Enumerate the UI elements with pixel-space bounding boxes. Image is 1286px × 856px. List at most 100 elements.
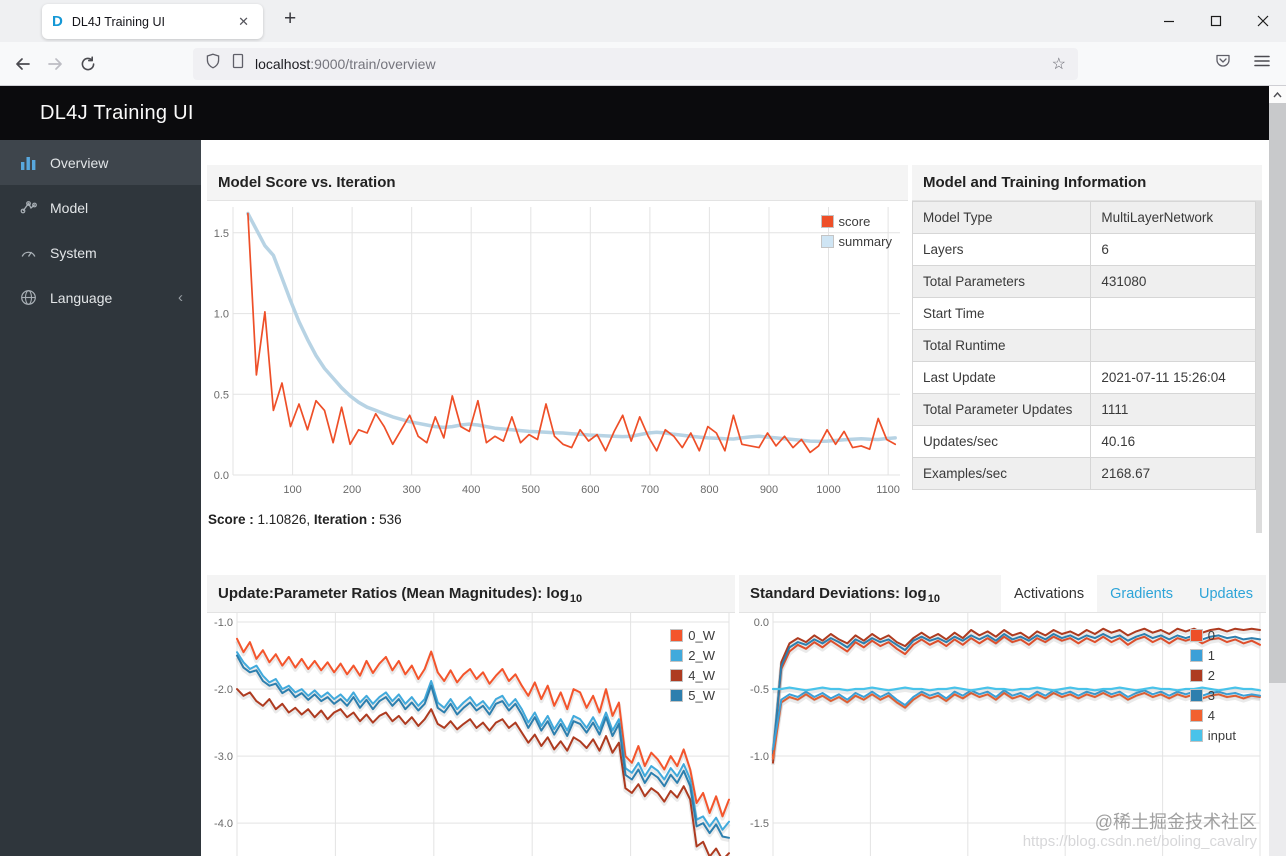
legend-label: 0	[1207, 627, 1216, 643]
reload-icon[interactable]	[80, 55, 97, 72]
stddev-tabs: Activations Gradients Updates	[1000, 575, 1266, 612]
info-row-label: Last Update	[911, 361, 1092, 394]
ratios-panel-title: Update:Parameter Ratios (Mean Magnitudes…	[207, 575, 735, 613]
legend-label: 4_W	[688, 667, 715, 683]
info-row-label: Updates/sec	[911, 425, 1092, 458]
tab-gradients[interactable]: Gradients	[1110, 585, 1173, 602]
svg-text:300: 300	[403, 484, 421, 496]
page-icon[interactable]	[231, 53, 245, 74]
window-controls	[1145, 0, 1286, 42]
menu-icon[interactable]	[1254, 54, 1270, 73]
sidebar-item-label: System	[50, 244, 97, 261]
legend-item[interactable]: 2_W	[670, 645, 715, 665]
info-row: Last Update 2021-07-11 15:26:04	[911, 361, 1256, 394]
url-text: localhost:9000/train/overview	[255, 56, 436, 72]
watermark-line2: https://blog.csdn.net/boling_cavalry	[1022, 833, 1257, 851]
score-panel: Model Score vs. Iteration 100 200 300 400 50…	[207, 165, 908, 539]
svg-text:1.0: 1.0	[214, 309, 229, 321]
globe-icon	[19, 289, 37, 307]
legend-swatch	[1189, 688, 1203, 702]
info-row-value: 40.16	[1090, 425, 1256, 458]
model-graph-icon	[19, 199, 37, 217]
legend-item[interactable]: 4_W	[670, 665, 715, 685]
url-bar[interactable]: localhost:9000/train/overview ☆	[193, 47, 1078, 80]
info-row: Updates/sec 40.16	[911, 425, 1256, 458]
svg-text:700: 700	[641, 484, 659, 496]
svg-text:-3.0: -3.0	[214, 751, 233, 763]
bar-chart-icon	[19, 154, 37, 172]
dl4j-favicon: D	[52, 13, 63, 30]
legend-item[interactable]: 3	[1189, 685, 1236, 705]
info-row-value	[1090, 329, 1256, 362]
legend-item[interactable]: score	[820, 211, 892, 231]
legend-swatch	[1189, 728, 1203, 742]
forward-icon[interactable]	[47, 56, 64, 72]
stddev-legend: 0 1 2 3 4 input	[1189, 625, 1236, 745]
legend-label: input	[1207, 727, 1236, 743]
score-chart: 100 200 300 400 500 600 700 800 900 1000 1100 0.0 0.…	[214, 207, 900, 496]
tab-activations[interactable]: Activations	[1000, 575, 1098, 612]
sidebar-item-label: Overview	[50, 154, 109, 171]
legend-item[interactable]: 0_W	[670, 625, 715, 645]
legend-item[interactable]: 0	[1189, 625, 1236, 645]
svg-text:0.0: 0.0	[754, 617, 769, 629]
pocket-icon[interactable]	[1214, 53, 1232, 75]
minimize-icon[interactable]	[1145, 0, 1192, 42]
legend-swatch	[820, 234, 834, 248]
shield-icon[interactable]	[205, 53, 221, 74]
legend-swatch	[670, 688, 684, 702]
close-icon[interactable]: ✕	[238, 13, 249, 29]
svg-text:900: 900	[760, 484, 778, 496]
ratios-panel: Update:Parameter Ratios (Mean Magnitudes…	[207, 575, 735, 856]
svg-text:200: 200	[343, 484, 361, 496]
watermark: @稀土掘金技术社区 https://blog.csdn.net/boling_c…	[1023, 811, 1257, 852]
info-panel: Model and Training Information Model Typ…	[911, 165, 1262, 539]
legend-item[interactable]: input	[1189, 725, 1236, 745]
legend-item[interactable]: 5_W	[670, 685, 715, 705]
info-row-value: MultiLayerNetwork	[1090, 201, 1256, 234]
sidebar-item-system[interactable]: System	[0, 230, 201, 275]
info-row-label: Layers	[911, 233, 1092, 266]
svg-text:400: 400	[462, 484, 480, 496]
sidebar-item-model[interactable]: Model	[0, 185, 201, 230]
legend-label: 1	[1207, 647, 1216, 663]
sidebar-item-language[interactable]: Language ‹	[0, 275, 201, 320]
svg-text:-4.0: -4.0	[214, 818, 233, 830]
svg-text:-1.0: -1.0	[750, 751, 769, 763]
score-panel-title: Model Score vs. Iteration	[207, 165, 908, 201]
url-host: localhost	[255, 55, 311, 72]
stddev-panel-header: Standard Deviations: log 10 Activations G…	[739, 575, 1266, 613]
svg-text:1000: 1000	[816, 484, 840, 496]
info-row-label: Model Type	[911, 201, 1092, 234]
legend-swatch	[1189, 628, 1203, 642]
info-row-value: 6	[1090, 233, 1256, 266]
legend-item[interactable]: 1	[1189, 645, 1236, 665]
info-row: Total Parameter Updates 1111	[911, 393, 1256, 426]
legend-swatch	[1189, 708, 1203, 722]
legend-item[interactable]: 4	[1189, 705, 1236, 725]
legend-item[interactable]: 2	[1189, 665, 1236, 685]
page-scrollbar[interactable]	[1269, 86, 1286, 856]
legend-swatch	[670, 648, 684, 662]
star-icon[interactable]: ☆	[1051, 55, 1066, 73]
info-panel-title: Model and Training Information	[912, 165, 1262, 201]
info-row: Start Time	[911, 297, 1256, 330]
back-icon[interactable]	[14, 56, 31, 72]
legend-item[interactable]: summary	[820, 231, 892, 251]
close-icon[interactable]	[1239, 0, 1286, 42]
sidebar-item-overview[interactable]: Overview	[0, 140, 201, 185]
legend-label: 2	[1207, 667, 1216, 683]
stddev-panel: Standard Deviations: log 1 0 Activations G…	[739, 575, 1266, 856]
svg-text:1.5: 1.5	[214, 228, 229, 240]
info-row: Examples/sec 2168.67	[911, 457, 1256, 490]
browser-tab[interactable]: D DL4J Training UI ✕	[42, 4, 263, 39]
maximize-icon[interactable]	[1192, 0, 1239, 42]
info-panel-scrollbar[interactable]	[1256, 201, 1262, 533]
info-row-value: 431080	[1090, 265, 1256, 298]
score-legend: score summary	[820, 211, 892, 251]
stddev-panel-title: Standard Deviations: log	[750, 585, 927, 602]
scroll-up-icon[interactable]	[1269, 86, 1286, 103]
new-tab-button[interactable]: +	[284, 7, 297, 30]
scrollbar-thumb[interactable]	[1269, 103, 1286, 683]
tab-updates[interactable]: Updates	[1198, 585, 1253, 602]
